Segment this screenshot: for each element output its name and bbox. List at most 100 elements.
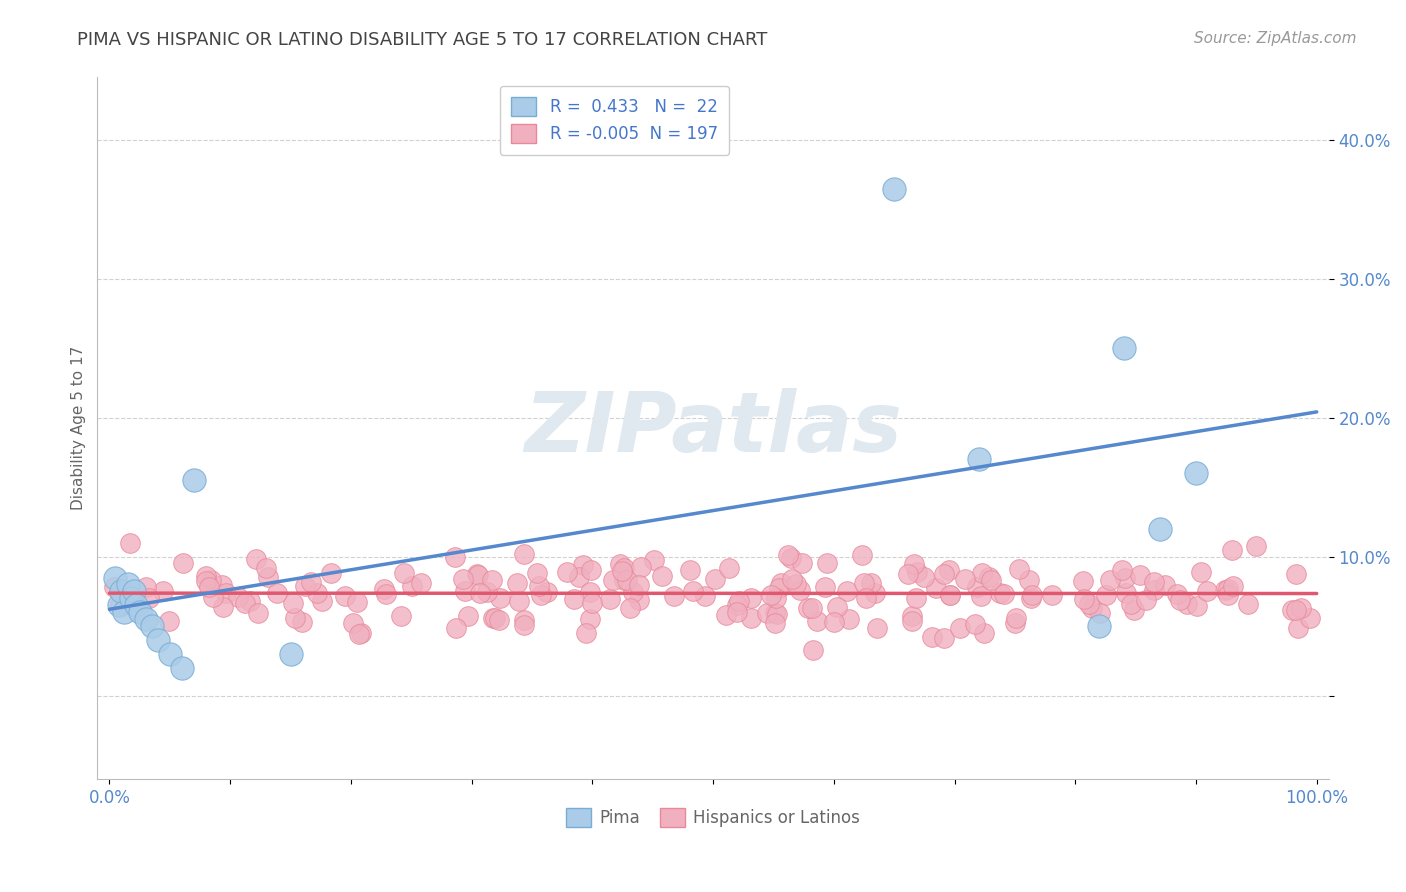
Point: [482, 611, 505, 625]
Point: [851, 548, 873, 562]
Point: [257, 570, 280, 584]
Point: [806, 614, 828, 628]
Point: [921, 630, 943, 644]
Point: [211, 578, 233, 592]
Point: [475, 585, 498, 599]
Point: [1135, 593, 1157, 607]
Point: [1021, 588, 1043, 602]
Point: [305, 586, 328, 600]
Point: [508, 594, 530, 608]
Y-axis label: Disability Age 5 to 17: Disability Age 5 to 17: [72, 346, 86, 510]
Point: [905, 566, 928, 580]
Point: [138, 591, 160, 605]
Point: [1195, 583, 1218, 598]
Point: [488, 591, 510, 606]
Point: [1285, 567, 1308, 582]
Point: [201, 590, 224, 604]
Point: [776, 548, 799, 562]
Point: [120, 591, 142, 606]
Point: [319, 566, 342, 580]
Point: [900, 614, 922, 628]
Point: [1286, 621, 1309, 635]
Point: [581, 563, 603, 577]
Point: [239, 594, 262, 608]
Point: [125, 599, 148, 613]
Point: [266, 586, 288, 600]
Point: [444, 621, 467, 635]
Point: [785, 576, 807, 591]
Point: [233, 596, 256, 610]
Point: [966, 580, 988, 594]
Point: [284, 611, 307, 625]
Point: [627, 578, 650, 592]
Point: [1143, 582, 1166, 597]
Point: [1112, 341, 1135, 355]
Point: [246, 606, 269, 620]
Point: [374, 587, 396, 601]
Point: [457, 608, 479, 623]
Point: [602, 573, 624, 587]
Point: [281, 596, 304, 610]
Point: [1166, 587, 1188, 601]
Point: [1191, 565, 1213, 579]
Point: [373, 582, 395, 596]
Point: [572, 558, 595, 572]
Legend: Pima, Hispanics or Latinos: Pima, Hispanics or Latinos: [560, 802, 868, 834]
Point: [897, 567, 920, 582]
Point: [967, 452, 990, 467]
Point: [852, 576, 875, 591]
Point: [728, 593, 751, 607]
Point: [215, 586, 238, 600]
Point: [717, 561, 740, 575]
Point: [866, 622, 889, 636]
Point: [579, 612, 602, 626]
Text: ZIPatlas: ZIPatlas: [524, 388, 903, 468]
Point: [195, 574, 218, 589]
Point: [1149, 522, 1171, 536]
Point: [346, 595, 368, 609]
Point: [616, 574, 638, 588]
Point: [1291, 601, 1313, 615]
Point: [1007, 562, 1029, 576]
Point: [740, 591, 762, 606]
Point: [141, 619, 163, 633]
Point: [682, 584, 704, 599]
Point: [801, 601, 824, 615]
Point: [481, 573, 503, 587]
Point: [392, 566, 415, 580]
Point: [467, 568, 489, 582]
Point: [465, 566, 488, 581]
Point: [575, 626, 598, 640]
Point: [1005, 611, 1028, 625]
Point: [980, 573, 1002, 587]
Point: [796, 601, 818, 615]
Point: [1218, 582, 1240, 596]
Point: [350, 625, 373, 640]
Point: [679, 563, 702, 577]
Point: [789, 583, 811, 598]
Point: [903, 557, 925, 571]
Point: [765, 591, 787, 606]
Point: [835, 583, 858, 598]
Point: [159, 647, 181, 661]
Point: [299, 574, 322, 589]
Point: [973, 625, 995, 640]
Point: [901, 609, 924, 624]
Point: [934, 631, 956, 645]
Point: [838, 612, 860, 626]
Point: [610, 564, 633, 578]
Point: [104, 570, 127, 584]
Point: [581, 596, 603, 610]
Point: [245, 552, 267, 566]
Point: [621, 584, 644, 599]
Point: [779, 550, 801, 565]
Point: [664, 589, 686, 603]
Point: [1154, 577, 1177, 591]
Point: [389, 608, 412, 623]
Point: [579, 585, 602, 599]
Point: [110, 584, 132, 599]
Point: [195, 569, 218, 583]
Point: [108, 599, 131, 613]
Point: [1088, 619, 1111, 633]
Point: [609, 557, 631, 571]
